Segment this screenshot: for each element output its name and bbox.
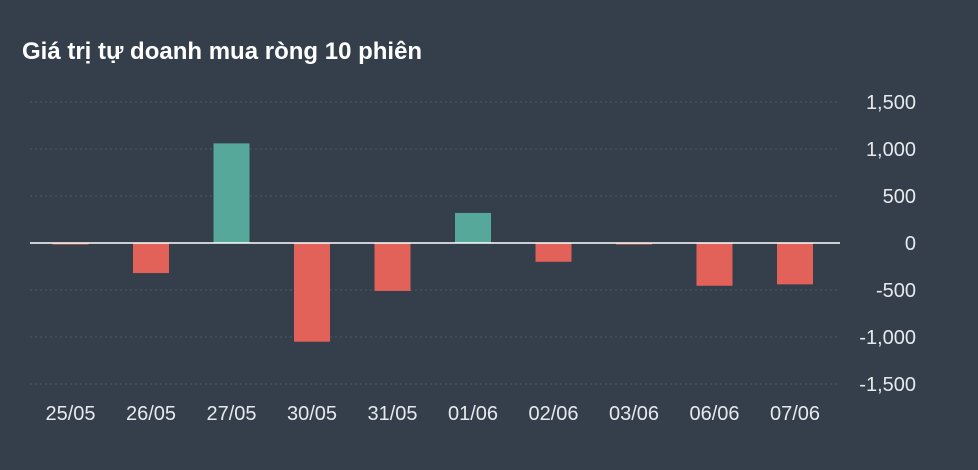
bar-30-05[interactable] (294, 243, 330, 342)
x-tick-label: 30/05 (287, 403, 337, 425)
bar-07-06[interactable] (777, 243, 813, 285)
y-tick-label: -1,500 (859, 374, 916, 396)
x-tick-label: 07/06 (770, 403, 820, 425)
y-axis-labels: 1,500 1,000 500 0 -500 -1,000 -1,500 (859, 92, 916, 396)
x-axis-labels: 25/05 26/05 27/05 30/05 31/05 01/06 02/06 03/06… (45, 403, 820, 425)
bar-06-06[interactable] (696, 243, 733, 286)
y-tick-label: 0 (905, 233, 916, 255)
bars (52, 143, 813, 342)
y-tick-label: 1,000 (866, 139, 916, 161)
chart-title: Giá trị tự doanh mua ròng 10 phiên (22, 38, 423, 65)
x-tick-label: 03/06 (609, 403, 659, 425)
x-tick-label: 25/05 (45, 403, 95, 425)
y-tick-label: 500 (883, 186, 916, 208)
x-tick-label: 31/05 (367, 403, 417, 425)
bar-27-05[interactable] (213, 143, 250, 243)
y-tick-label: -1,000 (859, 327, 916, 349)
x-tick-label: 02/06 (528, 403, 578, 425)
gridlines (30, 101, 840, 385)
x-tick-label: 27/05 (206, 403, 256, 425)
bar-31-05[interactable] (374, 243, 411, 291)
x-tick-label: 06/06 (689, 403, 739, 425)
x-tick-label: 26/05 (126, 403, 176, 425)
bar-26-05[interactable] (133, 243, 169, 274)
y-tick-label: -500 (876, 280, 916, 302)
bar-01-06[interactable] (455, 212, 491, 243)
bar-02-06[interactable] (535, 243, 572, 262)
y-tick-label: 1,500 (866, 92, 916, 114)
x-tick-label: 01/06 (448, 403, 498, 425)
